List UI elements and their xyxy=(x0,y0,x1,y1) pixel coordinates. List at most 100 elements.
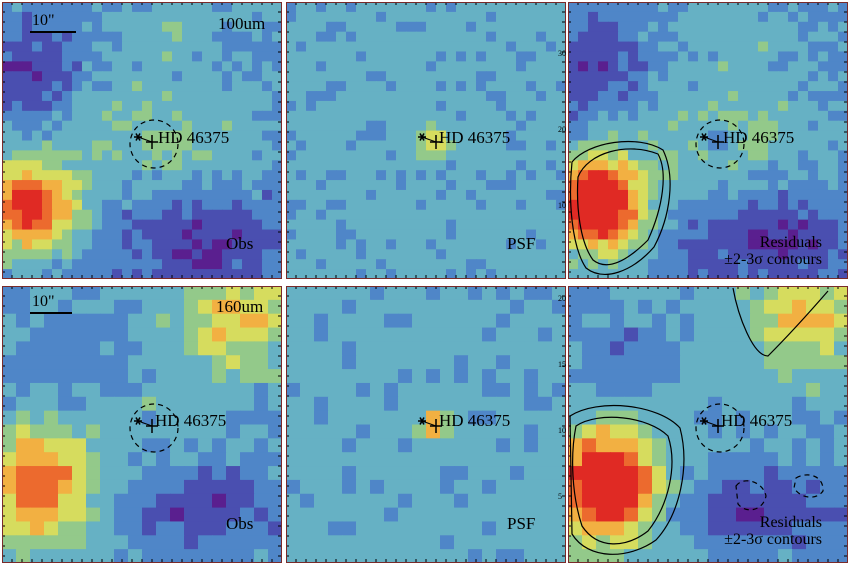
map-pixel xyxy=(226,369,241,384)
map-pixel xyxy=(254,286,269,301)
map-pixel xyxy=(142,140,153,151)
map-pixel xyxy=(652,286,667,301)
map-pixel xyxy=(426,396,441,412)
map-pixel xyxy=(242,229,253,241)
map-pixel xyxy=(366,180,377,191)
map-pixel xyxy=(506,91,517,102)
map-pixel xyxy=(152,269,163,279)
map-pixel xyxy=(768,100,779,112)
map-pixel xyxy=(356,466,371,481)
map-pixel xyxy=(648,160,659,171)
map-pixel xyxy=(92,229,103,241)
map-pixel xyxy=(466,130,477,142)
map-pixel xyxy=(496,410,511,426)
map-pixel xyxy=(366,2,377,13)
map-pixel xyxy=(226,521,241,536)
map-pixel xyxy=(486,140,497,151)
map-pixel xyxy=(398,535,413,550)
map-pixel xyxy=(496,229,507,241)
map-pixel xyxy=(568,269,579,279)
map-pixel xyxy=(538,382,553,398)
map-pixel xyxy=(476,110,487,122)
map-pixel xyxy=(608,239,619,250)
map-pixel xyxy=(152,61,163,72)
map-pixel xyxy=(286,466,301,481)
map-pixel xyxy=(112,209,123,221)
panel-160um-psf: 20 15 10 5 HD 46375 PSF xyxy=(286,286,566,563)
map-pixel xyxy=(342,466,357,481)
map-pixel xyxy=(72,180,83,191)
map-pixel xyxy=(834,355,848,370)
map-pixel xyxy=(170,286,185,301)
map-pixel xyxy=(496,130,507,142)
map-pixel xyxy=(652,313,667,329)
map-pixel xyxy=(436,31,447,43)
map-pixel xyxy=(192,170,203,181)
map-pixel xyxy=(496,369,511,384)
map-pixel xyxy=(778,91,789,102)
map-pixel xyxy=(524,521,539,536)
map-pixel xyxy=(808,189,819,201)
map-pixel xyxy=(162,229,173,241)
map-pixel xyxy=(22,219,33,231)
map-pixel xyxy=(440,479,455,495)
map-pixel xyxy=(386,110,397,122)
map-pixel xyxy=(316,21,327,33)
map-pixel xyxy=(608,61,619,72)
map-pixel xyxy=(316,110,327,122)
map-pixel xyxy=(456,31,467,43)
map-pixel xyxy=(406,209,417,221)
map-pixel xyxy=(306,21,317,33)
map-pixel xyxy=(638,81,649,92)
map-pixel xyxy=(556,150,566,161)
map-pixel xyxy=(226,396,241,412)
map-pixel xyxy=(778,21,789,33)
target-label: HD 46375 xyxy=(155,411,227,430)
map-pixel xyxy=(416,269,427,279)
map-pixel xyxy=(456,2,467,13)
map-pixel xyxy=(476,21,487,33)
map-pixel xyxy=(496,549,511,563)
map-pixel xyxy=(12,229,23,241)
map-pixel xyxy=(406,120,417,132)
map-pixel xyxy=(316,269,327,279)
map-pixel xyxy=(356,21,367,33)
map-pixel xyxy=(748,259,759,270)
map-pixel xyxy=(552,410,566,426)
map-pixel xyxy=(296,61,307,72)
map-pixel xyxy=(618,180,629,191)
map-pixel xyxy=(764,369,779,384)
map-pixel xyxy=(142,170,153,181)
map-pixel xyxy=(242,51,253,62)
map-pixel xyxy=(114,438,129,453)
map-pixel xyxy=(32,130,43,142)
map-pixel xyxy=(738,249,749,260)
map-pixel xyxy=(426,382,441,398)
map-pixel xyxy=(306,110,317,122)
map-pixel xyxy=(386,21,397,33)
map-pixel xyxy=(778,479,793,495)
map-pixel xyxy=(768,229,779,241)
map-pixel xyxy=(286,41,297,53)
map-pixel xyxy=(272,160,282,171)
map-pixel xyxy=(142,31,153,43)
map-pixel xyxy=(578,51,589,62)
map-pixel xyxy=(556,160,566,171)
map-pixel xyxy=(792,355,807,370)
map-pixel xyxy=(212,521,227,536)
map-pixel xyxy=(252,150,263,161)
map-pixel xyxy=(768,249,779,260)
map-pixel xyxy=(156,521,171,536)
map-pixel xyxy=(666,382,681,398)
map-pixel xyxy=(596,313,611,329)
map-pixel xyxy=(326,140,337,151)
map-pixel xyxy=(456,41,467,53)
map-pixel xyxy=(254,535,269,550)
map-pixel xyxy=(538,424,553,439)
map-pixel xyxy=(226,452,241,467)
map-pixel xyxy=(2,535,17,550)
map-pixel xyxy=(666,466,681,481)
map-pixel xyxy=(618,199,629,211)
map-pixel xyxy=(666,424,681,439)
map-pixel xyxy=(718,239,729,250)
